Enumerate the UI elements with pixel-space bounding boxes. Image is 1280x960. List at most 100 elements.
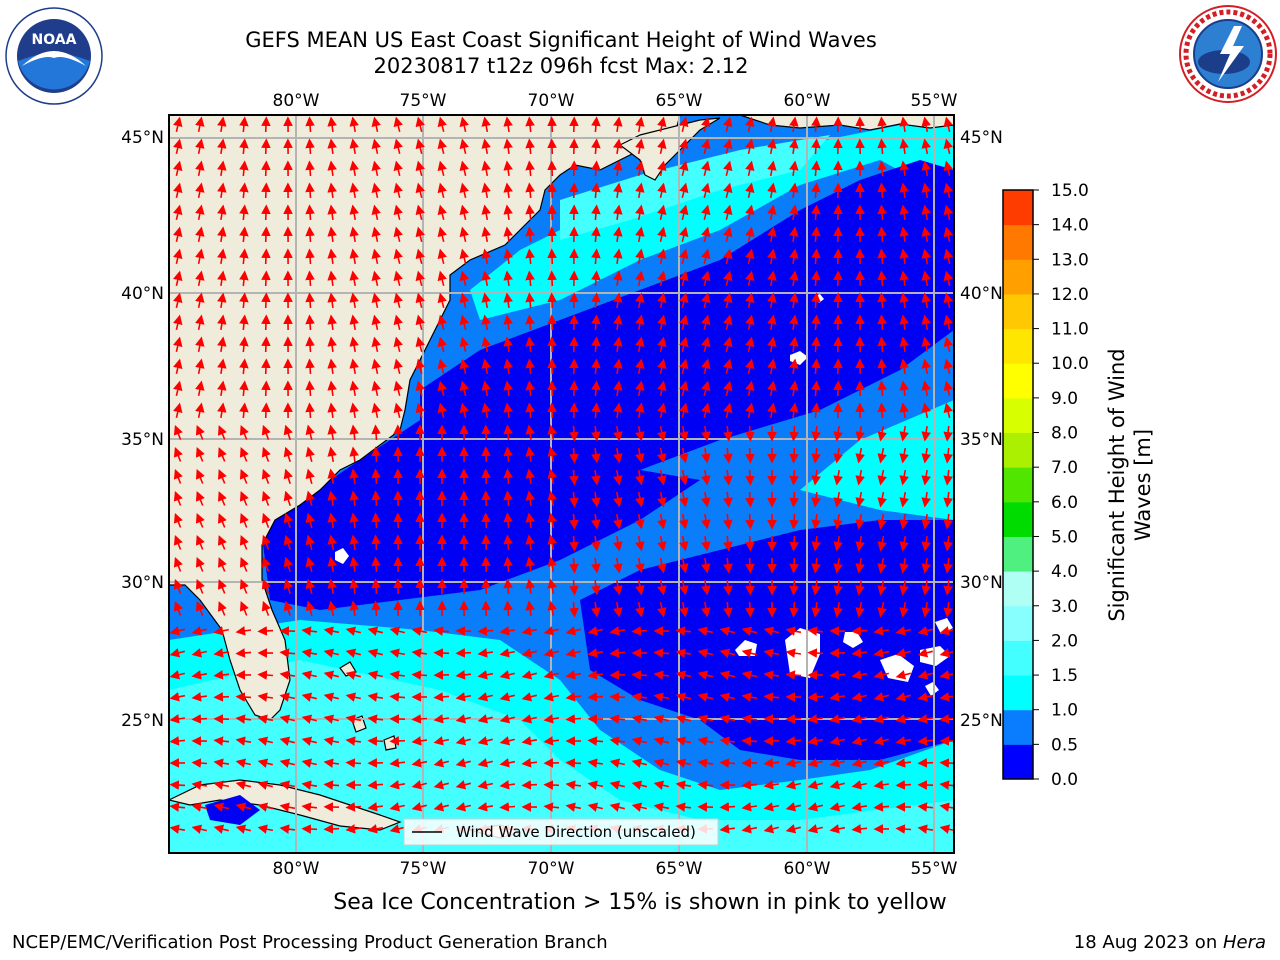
colorbar-segment: [1003, 293, 1033, 330]
wave-direction-arrow: [873, 758, 890, 768]
wave-direction-arrow: [569, 469, 579, 486]
wave-direction-arrow: [195, 358, 205, 375]
wave-direction-arrow: [829, 670, 846, 680]
wave-band-light-cyan-north: [560, 135, 830, 240]
wave-direction-arrow: [349, 534, 359, 551]
wave-direction-arrow: [723, 380, 733, 396]
wave-direction-arrow: [455, 670, 472, 680]
wave-direction-arrow: [877, 336, 887, 353]
wave-direction-arrow: [217, 270, 227, 287]
wave-direction-arrow: [921, 314, 931, 331]
wave-direction-arrow: [635, 557, 645, 574]
wave-direction-arrow: [481, 358, 491, 375]
wave-direction-arrow: [653, 648, 670, 658]
wave-direction-arrow: [503, 424, 513, 441]
wave-direction-arrow: [301, 780, 318, 790]
wave-direction-arrow: [917, 626, 933, 636]
wave-direction-arrow: [239, 447, 249, 462]
wave-direction-arrow: [367, 780, 384, 790]
wave-direction-arrow: [173, 491, 183, 506]
wave-direction-arrow: [239, 116, 249, 133]
colorbar-tick-label: 5.0: [1051, 527, 1078, 547]
wave-direction-arrow: [525, 380, 535, 397]
wave-direction-arrow: [767, 226, 777, 243]
wave-direction-arrow: [745, 579, 755, 596]
wave-direction-arrow: [895, 736, 912, 746]
wave-direction-arrow: [921, 116, 931, 133]
wave-direction-arrow: [279, 692, 296, 702]
wave-direction-arrow: [763, 692, 780, 702]
wave-direction-arrow: [217, 182, 227, 199]
wave-direction-arrow: [195, 138, 205, 155]
wave-direction-arrow: [349, 138, 359, 155]
wave-direction-arrow: [415, 138, 425, 154]
wave-direction-arrow: [459, 314, 469, 330]
wave-direction-arrow: [345, 736, 362, 746]
wave-direction-arrow: [547, 292, 557, 309]
wave-direction-arrow: [613, 513, 623, 530]
wave-direction-arrow: [657, 535, 667, 552]
wave-direction-arrow: [283, 534, 293, 550]
wave-direction-arrow: [723, 491, 733, 508]
wave-direction-arrow: [525, 534, 535, 551]
wave-direction-arrow: [591, 557, 601, 574]
wave-direction-arrow: [723, 579, 733, 596]
wave-direction-arrow: [921, 248, 931, 265]
wave-direction-arrow: [547, 138, 557, 155]
wave-direction-arrow: [305, 446, 315, 463]
wave-direction-arrow: [261, 292, 271, 309]
colorbar-segment: [1003, 259, 1033, 295]
legend-label: Wind Wave Direction (unscaled): [456, 823, 696, 841]
wave-direction-arrow: [349, 248, 359, 265]
wave-direction-arrow: [719, 802, 736, 812]
wave-direction-arrow: [459, 138, 469, 154]
wave-direction-arrow: [613, 182, 623, 199]
wave-direction-arrow: [657, 292, 667, 308]
wave-direction-arrow: [371, 204, 381, 220]
wave-direction-arrow: [675, 648, 692, 658]
wave-direction-arrow: [437, 292, 447, 308]
wave-direction-arrow: [613, 116, 623, 133]
wave-direction-arrow: [811, 314, 821, 331]
wave-direction-arrow: [851, 714, 867, 724]
wave-direction-arrow: [723, 314, 733, 330]
wave-direction-arrow: [939, 824, 954, 834]
wave-direction-arrow: [763, 670, 780, 680]
wave-direction-arrow: [169, 626, 185, 636]
wave-direction-arrow: [481, 116, 491, 133]
wave-direction-arrow: [877, 579, 887, 596]
wave-direction-arrow: [789, 402, 799, 419]
wave-direction-arrow: [745, 601, 755, 618]
wave-direction-arrow: [349, 182, 359, 199]
wave-band-cyan-north: [470, 120, 954, 320]
wave-direction-arrow: [697, 714, 713, 724]
wave-direction-arrow: [613, 204, 623, 221]
wave-direction-arrow: [371, 402, 381, 418]
wave-direction-arrow: [191, 714, 208, 724]
wave-direction-arrow: [217, 138, 227, 155]
wave-direction-arrow: [635, 579, 645, 596]
lon-label-bottom: 55°W: [911, 859, 958, 879]
wave-direction-arrow: [653, 758, 669, 768]
wave-direction-arrow: [371, 270, 381, 286]
wave-direction-arrow: [613, 314, 623, 331]
wave-direction-arrow: [235, 824, 251, 834]
colorbar-tick-label: 12.0: [1051, 285, 1089, 305]
wave-direction-arrow: [719, 736, 736, 746]
wave-direction-arrow: [367, 824, 384, 834]
wave-direction-arrow: [411, 736, 428, 746]
wave-direction-arrow: [767, 182, 777, 199]
wave-direction-arrow: [591, 138, 601, 155]
wave-direction-arrow: [741, 714, 757, 724]
wave-direction-arrow: [701, 226, 711, 242]
wave-direction-arrow: [811, 116, 821, 133]
wave-direction-arrow: [305, 358, 315, 375]
colorbar-segment: [1003, 675, 1033, 711]
wave-direction-arrow: [855, 491, 865, 508]
wave-direction-arrow: [899, 138, 909, 155]
wave-direction-arrow: [745, 380, 755, 396]
wave-direction-arrow: [745, 336, 755, 352]
footer-date-text: 18 Aug 2023 on: [1073, 932, 1223, 953]
wave-direction-arrow: [701, 116, 711, 132]
wave-direction-arrow: [767, 138, 777, 155]
